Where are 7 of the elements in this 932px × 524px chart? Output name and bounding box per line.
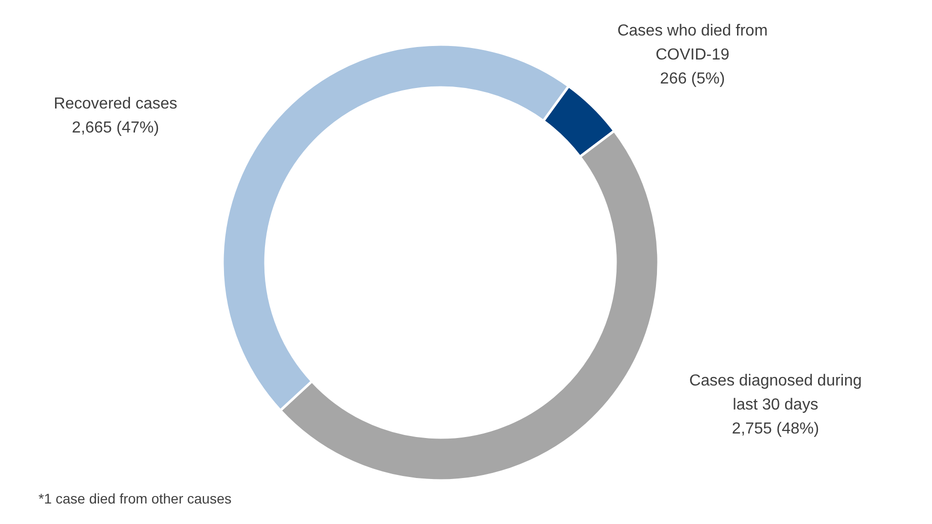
slice-label: Recovered cases	[54, 96, 178, 112]
slice-label: Cases who died from COVID-19	[617, 22, 768, 64]
slice-label: Cases diagnosed during last 30 days	[689, 372, 862, 414]
data-label: 266 (5%)	[660, 70, 725, 88]
data-label: 2,755 (48%)	[732, 420, 820, 438]
text: *1 case died from other causes	[38, 490, 232, 506]
data-label: 2,665 (47%)	[72, 120, 160, 136]
